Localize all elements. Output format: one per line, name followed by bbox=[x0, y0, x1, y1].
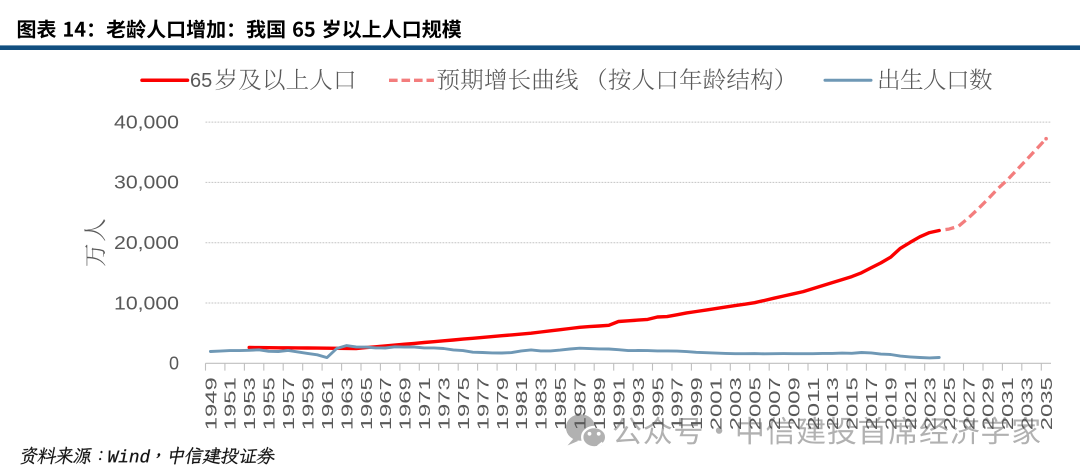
svg-text:2003: 2003 bbox=[728, 377, 745, 430]
svg-text:2009: 2009 bbox=[786, 377, 803, 430]
svg-text:2011: 2011 bbox=[806, 377, 823, 430]
svg-text:2013: 2013 bbox=[825, 377, 842, 430]
svg-text:1959: 1959 bbox=[300, 377, 317, 430]
svg-text:1987: 1987 bbox=[573, 377, 590, 430]
svg-text:2019: 2019 bbox=[884, 377, 901, 430]
svg-text:1965: 1965 bbox=[359, 377, 376, 430]
svg-text:40,000: 40,000 bbox=[114, 112, 179, 132]
svg-text:1981: 1981 bbox=[514, 377, 531, 430]
svg-text:2035: 2035 bbox=[1039, 377, 1056, 430]
svg-text:1989: 1989 bbox=[592, 377, 609, 430]
svg-text:20,000: 20,000 bbox=[114, 233, 179, 253]
svg-text:2023: 2023 bbox=[922, 377, 939, 430]
svg-text:1979: 1979 bbox=[495, 377, 512, 430]
svg-text:2033: 2033 bbox=[1020, 377, 1037, 430]
svg-text:2017: 2017 bbox=[864, 377, 881, 430]
svg-text:2007: 2007 bbox=[767, 377, 784, 430]
svg-text:10,000: 10,000 bbox=[114, 293, 179, 313]
svg-text:2025: 2025 bbox=[942, 377, 959, 430]
svg-text:1999: 1999 bbox=[689, 377, 706, 430]
svg-text:1995: 1995 bbox=[650, 377, 667, 430]
svg-text:2031: 2031 bbox=[1000, 377, 1017, 430]
svg-text:1975: 1975 bbox=[456, 377, 473, 430]
svg-text:2027: 2027 bbox=[961, 377, 978, 430]
svg-text:1997: 1997 bbox=[670, 377, 687, 430]
svg-text:1973: 1973 bbox=[437, 377, 454, 430]
svg-text:1991: 1991 bbox=[611, 377, 628, 430]
svg-text:1967: 1967 bbox=[378, 377, 395, 430]
svg-text:1961: 1961 bbox=[320, 377, 337, 430]
svg-text:1951: 1951 bbox=[223, 377, 240, 430]
svg-text:1985: 1985 bbox=[553, 377, 570, 430]
svg-text:1957: 1957 bbox=[281, 377, 298, 430]
svg-text:2005: 2005 bbox=[748, 377, 765, 430]
svg-text:2015: 2015 bbox=[845, 377, 862, 430]
svg-text:1969: 1969 bbox=[398, 377, 415, 430]
svg-text:1977: 1977 bbox=[475, 377, 492, 430]
svg-text:1963: 1963 bbox=[339, 377, 356, 430]
svg-text:1971: 1971 bbox=[417, 377, 434, 430]
svg-text:30,000: 30,000 bbox=[114, 173, 179, 193]
svg-text:1983: 1983 bbox=[534, 377, 551, 430]
svg-text:1993: 1993 bbox=[631, 377, 648, 430]
svg-text:1949: 1949 bbox=[203, 377, 220, 430]
svg-text:65: 65 bbox=[190, 70, 212, 92]
svg-text:2029: 2029 bbox=[981, 377, 998, 430]
svg-text:2001: 2001 bbox=[709, 377, 726, 430]
svg-text:0: 0 bbox=[169, 354, 179, 374]
svg-text:1953: 1953 bbox=[242, 377, 259, 430]
svg-text:1955: 1955 bbox=[262, 377, 279, 430]
svg-text:2021: 2021 bbox=[903, 377, 920, 430]
